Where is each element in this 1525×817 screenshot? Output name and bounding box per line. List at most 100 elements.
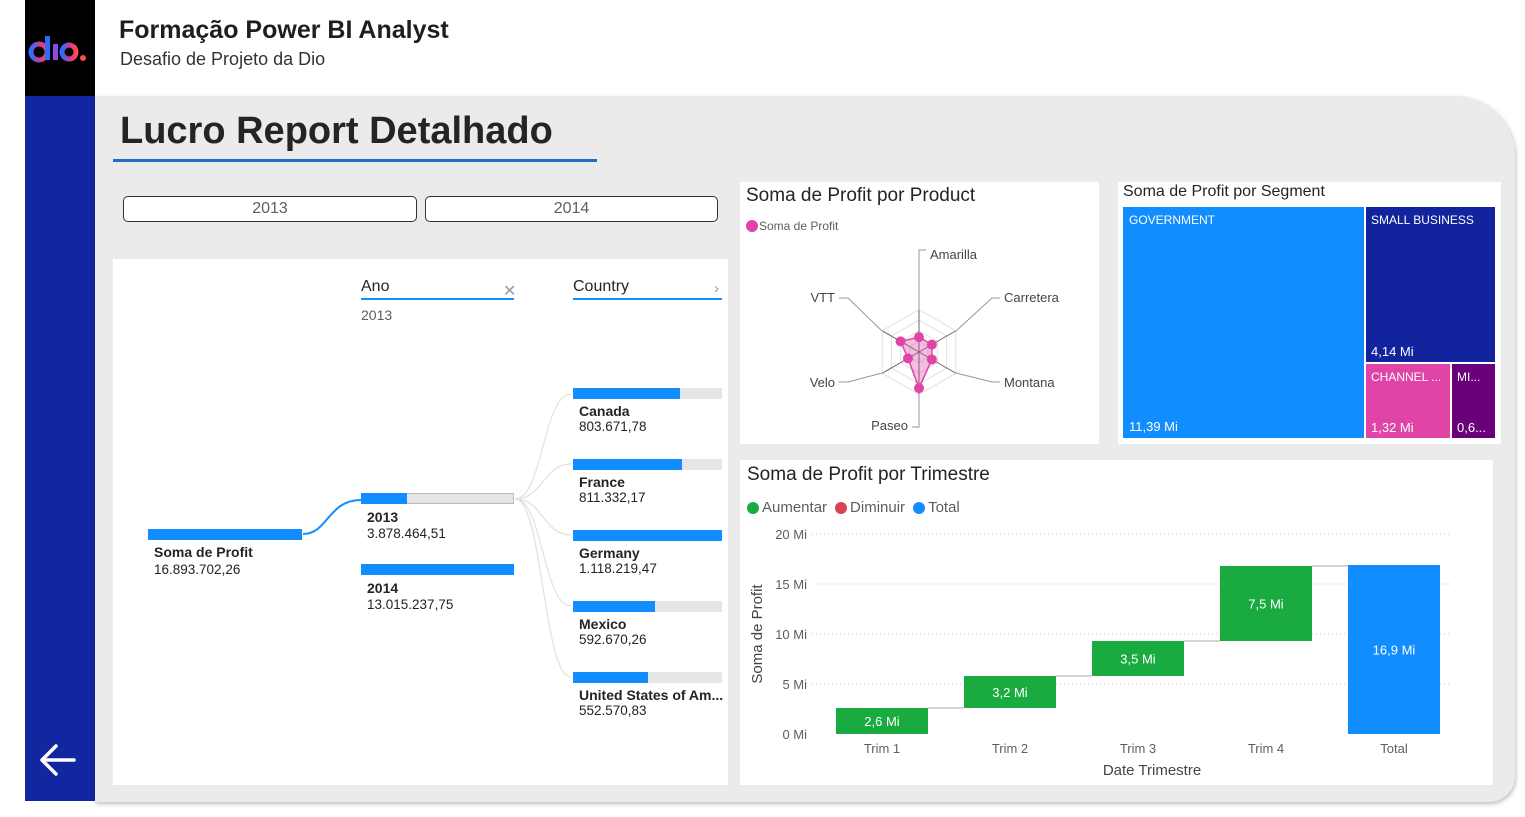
waterfall-bar[interactable]: [836, 708, 928, 734]
waterfall-bar[interactable]: [1348, 565, 1440, 734]
treemap-tile-small-business[interactable]: SMALL BUSINESS 4,14 Mi: [1366, 207, 1495, 362]
x-tick-label: Total: [1380, 741, 1408, 756]
decomposition-tree-connectors: [302, 393, 572, 678]
x-tick-label: Trim 3: [1120, 741, 1156, 756]
y-tick-label: 5 Mi: [782, 677, 807, 692]
y-tick-label: 0 Mi: [782, 727, 807, 742]
waterfall-bar[interactable]: [1092, 641, 1184, 676]
waterfall-bar[interactable]: [964, 676, 1056, 708]
radar-axis: [918, 330, 957, 353]
dio-logo: [25, 0, 95, 96]
country-value: 1.118.219,47: [579, 561, 657, 576]
legend-item[interactable]: Diminuir: [835, 499, 905, 516]
radar-point[interactable]: [914, 383, 924, 394]
year-value: 3.878.464,51: [367, 526, 446, 541]
x-tick-label: Trim 1: [864, 741, 900, 756]
sidebar: [25, 0, 95, 801]
waterfall-title: Soma de Profit por Trimestre: [747, 464, 990, 485]
radar-legend-label: Soma de Profit: [759, 219, 839, 233]
country-value: 803.671,78: [579, 419, 647, 434]
report-header-title: Formação Power BI Analyst: [119, 16, 449, 44]
level-header-country[interactable]: Country: [573, 278, 630, 295]
radar-point[interactable]: [895, 336, 906, 347]
radar-point[interactable]: [926, 354, 937, 365]
level-selected-value: 2013: [361, 307, 393, 323]
country-label: France: [579, 474, 625, 490]
radar-leader-line: [918, 249, 926, 310]
back-arrow-icon[interactable]: [36, 738, 80, 782]
level-header-ano[interactable]: Ano: [361, 278, 390, 295]
country-bar-fill: [573, 672, 648, 683]
radar-leader-line: [839, 297, 883, 332]
tile-value: 1,32 Mi: [1371, 420, 1414, 435]
y-tick-label: 20 Mi: [775, 527, 807, 542]
year-bar-fill: [361, 564, 514, 575]
data-label: 7,5 Mi: [1248, 597, 1284, 612]
radar-leader-line: [955, 297, 1000, 332]
data-label: 3,5 Mi: [1120, 652, 1156, 667]
radar-leader-line: [839, 372, 883, 383]
root-bar[interactable]: [148, 529, 302, 540]
y-tick-label: 15 Mi: [775, 577, 807, 592]
country-bar-fill: [573, 459, 682, 470]
tile-value: 11,39 Mi: [1129, 419, 1178, 434]
year-label: 2013: [367, 509, 399, 525]
chevron-right-icon[interactable]: ›: [714, 280, 719, 297]
radar-axis-label: Amarilla: [930, 247, 978, 262]
x-tick-label: Trim 2: [992, 741, 1028, 756]
data-label: 2,6 Mi: [864, 714, 900, 729]
legend-item[interactable]: Aumentar: [747, 499, 827, 516]
legend-label: Diminuir: [850, 499, 906, 516]
radar-axis-label: Paseo: [871, 418, 908, 433]
level-header-underline: [573, 298, 722, 300]
legend-item[interactable]: Total: [913, 499, 960, 516]
tile-label: GOVERNMENT: [1129, 213, 1216, 227]
slicer-option-2014[interactable]: 2014: [425, 196, 718, 222]
country-value: 592.670,26: [579, 632, 647, 647]
country-label: Canada: [579, 403, 630, 419]
treemap-tile-midmarket[interactable]: MI... 0,6...: [1452, 364, 1495, 438]
tile-label: SMALL BUSINESS: [1371, 213, 1474, 227]
data-label: 3,2 Mi: [992, 685, 1028, 700]
country-value: 811.332,17: [579, 490, 646, 505]
radar-axis-label: Montana: [1004, 375, 1055, 390]
country-label: United States of Am...: [579, 687, 724, 703]
level-header-underline: [361, 298, 514, 300]
country-label: Mexico: [579, 616, 627, 632]
treemap-tile-government[interactable]: GOVERNMENT 11,39 Mi: [1123, 207, 1364, 438]
year-value: 13.015.237,75: [367, 597, 454, 612]
radar-point[interactable]: [914, 332, 924, 343]
waterfall-bar[interactable]: [1220, 566, 1312, 641]
decomposition-tree-panel: [113, 259, 728, 785]
waterfall-chart: 0 Mi 5 Mi 10 Mi 15 Mi 20 Mi Soma de Profit Dat…: [749, 527, 1452, 779]
tile-value: 0,6...: [1457, 420, 1486, 435]
treemap-title: Soma de Profit por Segment: [1123, 183, 1325, 200]
waterfall-legend: Aumentar Diminuir Total: [747, 499, 960, 516]
slicer-option-2013[interactable]: 2013: [123, 196, 417, 222]
treemap-tile-channel[interactable]: CHANNEL ... 1,32 Mi: [1366, 364, 1450, 438]
radar-axis: [881, 351, 920, 374]
country-bar-fill: [573, 388, 680, 399]
close-icon[interactable]: ✕: [503, 283, 517, 300]
country-value: 552.570,83: [579, 703, 647, 718]
legend-marker: [835, 501, 848, 514]
year-label: 2014: [367, 580, 399, 596]
radar-axis-label: Velo: [810, 375, 835, 390]
radar-axis: [918, 351, 957, 374]
data-label: 16,9 Mi: [1373, 643, 1416, 658]
radar-point[interactable]: [902, 353, 913, 364]
radar-axis-label: Carretera: [1004, 290, 1060, 305]
root-value: 16.893.702,26: [154, 562, 241, 577]
radar-axis-label: VTT: [810, 290, 835, 305]
radar-legend-marker: [746, 220, 758, 232]
country-bar-fill: [573, 530, 722, 541]
country-bar-fill: [573, 601, 655, 612]
tile-value: 4,14 Mi: [1371, 344, 1414, 359]
tile-label: CHANNEL ...: [1371, 370, 1442, 384]
y-tick-label: 10 Mi: [775, 627, 807, 642]
legend-marker: [747, 501, 759, 514]
radar-leader-line: [955, 372, 1000, 383]
report-header-subtitle: Desafio de Projeto da Dio: [120, 49, 326, 69]
radar-point[interactable]: [926, 339, 937, 350]
year-bar-fill: [361, 493, 407, 504]
